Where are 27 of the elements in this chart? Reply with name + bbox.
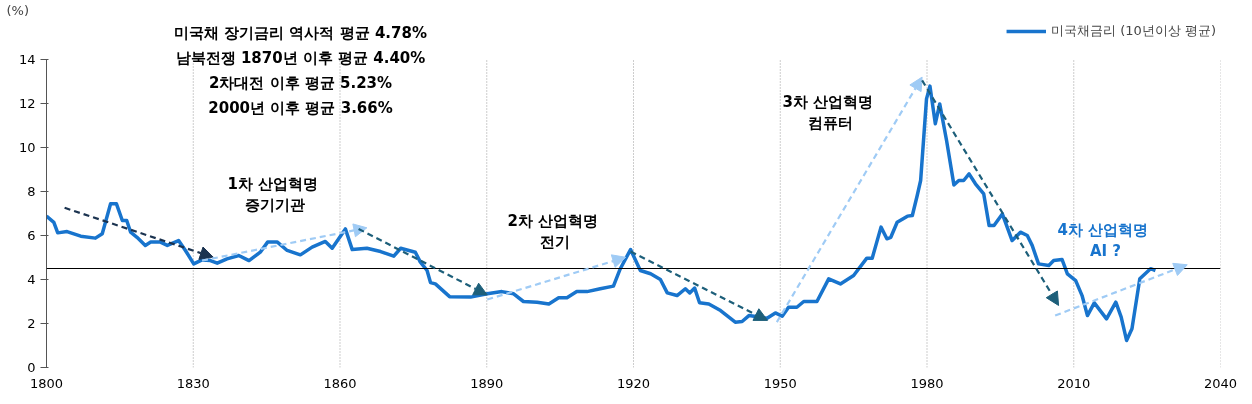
y-tick-label: 10 bbox=[18, 140, 36, 155]
y-tick-label: 0 bbox=[27, 360, 36, 375]
annotation: 3차 산업혁명 컴퓨터 bbox=[782, 92, 874, 133]
annotation: 2000년 이후 평균 3.66% bbox=[208, 98, 393, 117]
y-tick-label: 8 bbox=[27, 184, 36, 199]
x-tick-label: 1950 bbox=[763, 375, 797, 391]
y-axis-title: (%) bbox=[6, 2, 29, 18]
y-tick-label: 12 bbox=[18, 96, 36, 111]
x-tick-label: 1800 bbox=[29, 375, 64, 391]
y-tick-label: 4 bbox=[27, 272, 36, 287]
text: 미국채 장기금리 역사적 평균 4.78% bbox=[174, 23, 427, 42]
x-tick-label: 2040 bbox=[1203, 375, 1238, 391]
x-tick-label: 2010 bbox=[1057, 375, 1091, 391]
y-tick-label: 14 bbox=[18, 52, 36, 67]
x-tick-label: 1980 bbox=[910, 375, 944, 391]
x-tick-label: 1830 bbox=[176, 375, 210, 391]
annotation: 4차 산업혁명 AI ? bbox=[1057, 220, 1149, 261]
annotation: 2차 산업혁명 전기 bbox=[507, 211, 599, 252]
x-tick-label: 1920 bbox=[616, 375, 651, 391]
annotation: 1차 산업혁명 증기기관 bbox=[227, 174, 319, 215]
y-tick-label: 6 bbox=[27, 228, 36, 243]
annotation: 2차대전 이후 평균 5.23% bbox=[208, 73, 393, 92]
x-tick-label: 1890 bbox=[470, 375, 504, 391]
y-tick-label: 2 bbox=[27, 316, 36, 331]
legend-label: 미국채금리 (10년이상 평균) bbox=[1051, 22, 1216, 40]
x-tick-label: 1860 bbox=[323, 375, 357, 391]
annotation: 남북전쟁 1870년 이후 평균 4.40% bbox=[175, 48, 426, 67]
